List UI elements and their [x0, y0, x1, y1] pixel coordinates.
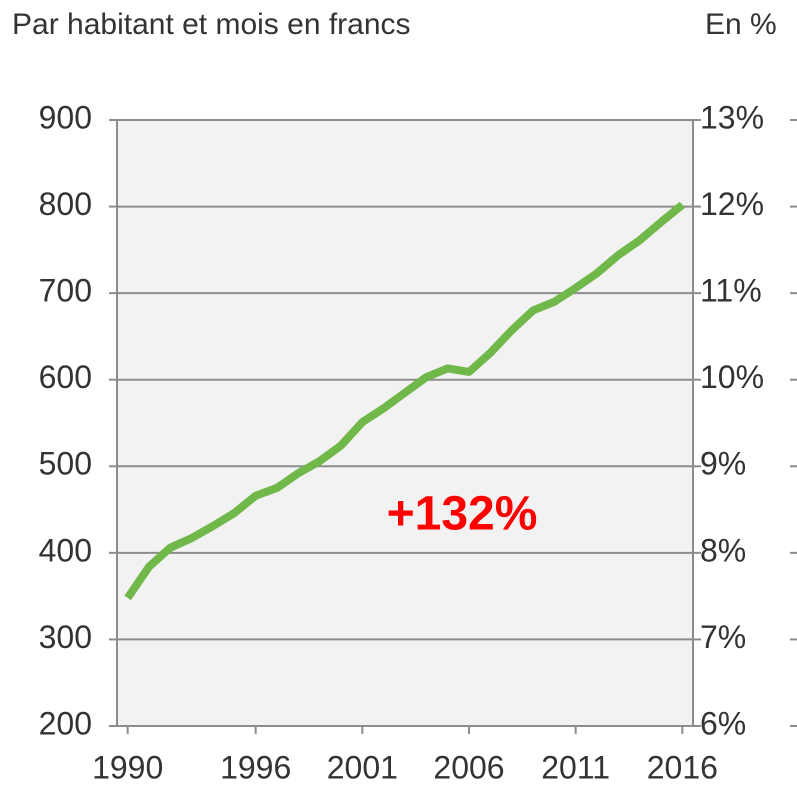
y2-tick-label: 12%: [700, 186, 764, 222]
y-tick-label: 400: [39, 532, 92, 568]
y2-axis-label: En %: [705, 8, 777, 41]
y2-tick-label: 6%: [700, 705, 746, 741]
y-tick-label: 200: [39, 705, 92, 741]
x-tick-label: 2001: [327, 749, 398, 785]
y2-tick-label: 13%: [700, 99, 764, 135]
y2-tick-label: 10%: [700, 359, 764, 395]
y-tick-label: 500: [39, 446, 92, 482]
y2-tick-label: 8%: [700, 532, 746, 568]
x-tick-label: 2006: [433, 749, 504, 785]
x-tick-label: 2016: [647, 749, 718, 785]
y-tick-label: 900: [39, 99, 92, 135]
y2-tick-label: 9%: [700, 446, 746, 482]
y-tick-label: 300: [39, 619, 92, 655]
y-tick-label: 700: [39, 273, 92, 309]
y-tick-label: 800: [39, 186, 92, 222]
x-tick-label: 2011: [541, 749, 610, 785]
y2-tick-label: 7%: [700, 619, 746, 655]
plot-area: [117, 120, 693, 726]
y-tick-label: 600: [39, 359, 92, 395]
y2-tick-label: 11%: [700, 273, 762, 309]
annotation: +132%: [387, 488, 538, 541]
data-line: [124, 201, 685, 601]
x-tick-label: 1996: [220, 749, 291, 785]
y-axis-label: Par habitant et mois en francs: [12, 8, 411, 41]
x-tick-label: 1990: [92, 749, 163, 785]
